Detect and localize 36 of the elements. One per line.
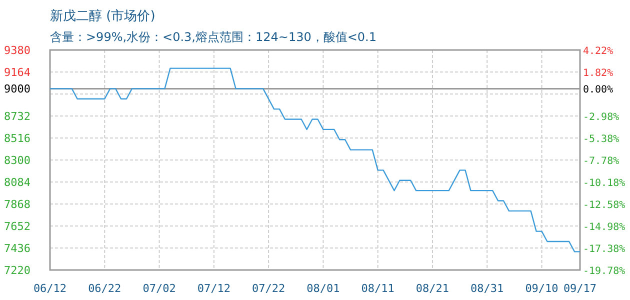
- y-tick-label: 7652: [4, 220, 30, 233]
- y2-tick-label: 0.00%: [583, 84, 614, 96]
- x-tick-label: 08/11: [361, 282, 394, 295]
- x-tick-label: 08/01: [306, 282, 340, 295]
- x-tick-label: 09/17: [563, 282, 597, 295]
- y2-tick-label: -10.18%: [583, 178, 626, 189]
- x-tick-label: 06/22: [88, 282, 122, 295]
- y2-tick-label: -17.38%: [583, 244, 626, 255]
- x-tick-label: 09/10: [525, 282, 558, 295]
- x-tick-label: 08/31: [470, 282, 504, 295]
- chart-subtitle: 含量：>99%,水份：<0.3,熔点范围：124~130，酸值<0.1: [50, 30, 376, 44]
- y-tick-label: 9380: [4, 44, 30, 57]
- y2-tick-label: -12.58%: [583, 200, 626, 211]
- y-tick-label: 7868: [4, 198, 30, 211]
- x-tick-label: 08/21: [416, 282, 450, 295]
- y-tick-label: 7436: [4, 242, 30, 255]
- y-tick-label: 9000: [4, 82, 30, 96]
- y-tick-label: 7220: [4, 264, 30, 277]
- y-tick-label: 8732: [4, 110, 30, 123]
- y-tick-label: 9164: [4, 66, 31, 79]
- y-tick-label: 8300: [4, 154, 30, 167]
- y-tick-label: 8084: [4, 176, 31, 189]
- y-tick-label: 8516: [4, 132, 30, 145]
- y2-tick-label: -5.38%: [583, 134, 620, 145]
- y2-tick-label: 1.82%: [583, 68, 614, 79]
- line-series: [49, 68, 581, 252]
- x-tick-label: 07/02: [142, 282, 176, 295]
- y2-tick-label: -19.78%: [583, 266, 626, 277]
- x-tick-label: 06/12: [33, 282, 67, 295]
- y2-tick-label: -7.78%: [583, 156, 620, 167]
- y2-tick-label: -2.98%: [583, 112, 620, 123]
- y2-tick-label: -14.98%: [583, 222, 626, 233]
- x-tick-label: 07/12: [197, 282, 230, 295]
- x-tick-label: 07/22: [252, 282, 286, 295]
- y2-tick-label: 4.22%: [583, 46, 614, 57]
- chart-title: 新戊二醇 (市场价): [50, 9, 156, 24]
